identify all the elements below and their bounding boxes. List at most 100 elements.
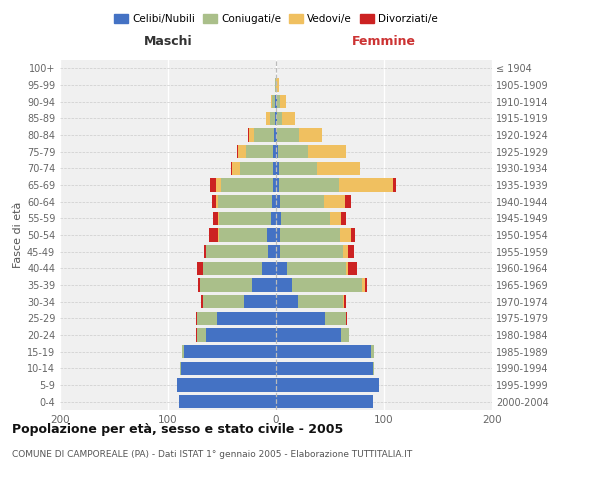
Bar xyxy=(246,145,273,158)
Bar xyxy=(215,195,218,208)
Bar xyxy=(272,95,275,108)
Bar xyxy=(275,112,276,125)
Bar xyxy=(279,162,317,175)
Bar xyxy=(276,245,280,258)
Bar xyxy=(317,162,360,175)
Bar xyxy=(276,78,279,92)
Bar xyxy=(373,362,374,375)
Bar xyxy=(180,362,181,375)
Bar xyxy=(179,395,276,408)
Bar xyxy=(276,395,373,408)
Bar xyxy=(276,312,325,325)
Bar xyxy=(210,178,215,192)
Text: Popolazione per età, sesso e stato civile - 2005: Popolazione per età, sesso e stato civil… xyxy=(12,422,343,436)
Bar xyxy=(280,245,343,258)
Bar xyxy=(276,328,341,342)
Bar xyxy=(276,212,281,225)
Bar xyxy=(269,112,275,125)
Bar xyxy=(344,295,346,308)
Bar xyxy=(350,228,355,241)
Bar xyxy=(184,345,276,358)
Bar xyxy=(276,295,298,308)
Bar xyxy=(349,245,354,258)
Bar xyxy=(280,95,286,108)
Bar xyxy=(181,362,276,375)
Bar xyxy=(268,245,276,258)
Bar xyxy=(280,228,340,241)
Bar xyxy=(176,378,276,392)
Bar xyxy=(273,162,276,175)
Bar xyxy=(343,245,349,258)
Text: Femmine: Femmine xyxy=(352,36,416,49)
Bar xyxy=(276,228,280,241)
Bar xyxy=(212,195,215,208)
Bar xyxy=(197,328,206,342)
Bar xyxy=(275,78,276,92)
Bar xyxy=(252,278,276,291)
Bar xyxy=(345,195,350,208)
Bar xyxy=(298,295,343,308)
Bar xyxy=(214,212,218,225)
Bar xyxy=(271,95,272,108)
Legend: Celibi/Nubili, Coniugati/e, Vedovi/e, Divorziati/e: Celibi/Nubili, Coniugati/e, Vedovi/e, Di… xyxy=(110,10,442,29)
Bar xyxy=(371,345,374,358)
Bar xyxy=(230,162,232,175)
Bar xyxy=(308,145,346,158)
Text: COMUNE DI CAMPOREALE (PA) - Dati ISTAT 1° gennaio 2005 - Elaborazione TUTTITALIA: COMUNE DI CAMPOREALE (PA) - Dati ISTAT 1… xyxy=(12,450,412,459)
Bar xyxy=(276,162,279,175)
Bar xyxy=(346,262,349,275)
Bar xyxy=(276,145,278,158)
Bar xyxy=(276,195,280,208)
Text: Maschi: Maschi xyxy=(143,36,193,49)
Bar xyxy=(323,195,345,208)
Bar xyxy=(203,295,244,308)
Bar xyxy=(276,378,379,392)
Bar xyxy=(218,195,272,208)
Bar xyxy=(292,278,362,291)
Bar xyxy=(299,128,322,141)
Bar xyxy=(392,178,396,192)
Bar xyxy=(283,112,295,125)
Bar xyxy=(365,278,367,291)
Y-axis label: Fasce di età: Fasce di età xyxy=(13,202,23,268)
Bar xyxy=(349,262,357,275)
Bar xyxy=(198,278,200,291)
Bar xyxy=(244,295,276,308)
Bar xyxy=(221,178,273,192)
Bar xyxy=(277,95,280,108)
Bar xyxy=(346,312,347,325)
Bar xyxy=(232,162,241,175)
Bar xyxy=(274,128,276,141)
Bar xyxy=(280,195,323,208)
Bar xyxy=(206,328,276,342)
Bar xyxy=(341,212,346,225)
Bar xyxy=(276,262,287,275)
Bar xyxy=(276,362,373,375)
Bar xyxy=(281,212,330,225)
Bar xyxy=(202,295,203,308)
Bar xyxy=(330,212,341,225)
Bar xyxy=(196,312,197,325)
Bar xyxy=(218,212,219,225)
Bar xyxy=(197,262,203,275)
Bar xyxy=(277,128,299,141)
Bar xyxy=(203,262,262,275)
Bar xyxy=(197,312,217,325)
Bar xyxy=(278,145,308,158)
Bar xyxy=(209,228,218,241)
Bar xyxy=(254,128,274,141)
Bar xyxy=(276,178,279,192)
Bar xyxy=(238,145,246,158)
Bar xyxy=(276,95,277,108)
Bar xyxy=(271,212,276,225)
Bar xyxy=(217,312,276,325)
Bar xyxy=(343,295,344,308)
Bar xyxy=(249,128,254,141)
Bar xyxy=(287,262,346,275)
Bar xyxy=(277,112,283,125)
Bar xyxy=(338,178,392,192)
Bar xyxy=(182,345,184,358)
Bar xyxy=(215,178,221,192)
Bar xyxy=(362,278,365,291)
Bar xyxy=(273,145,276,158)
